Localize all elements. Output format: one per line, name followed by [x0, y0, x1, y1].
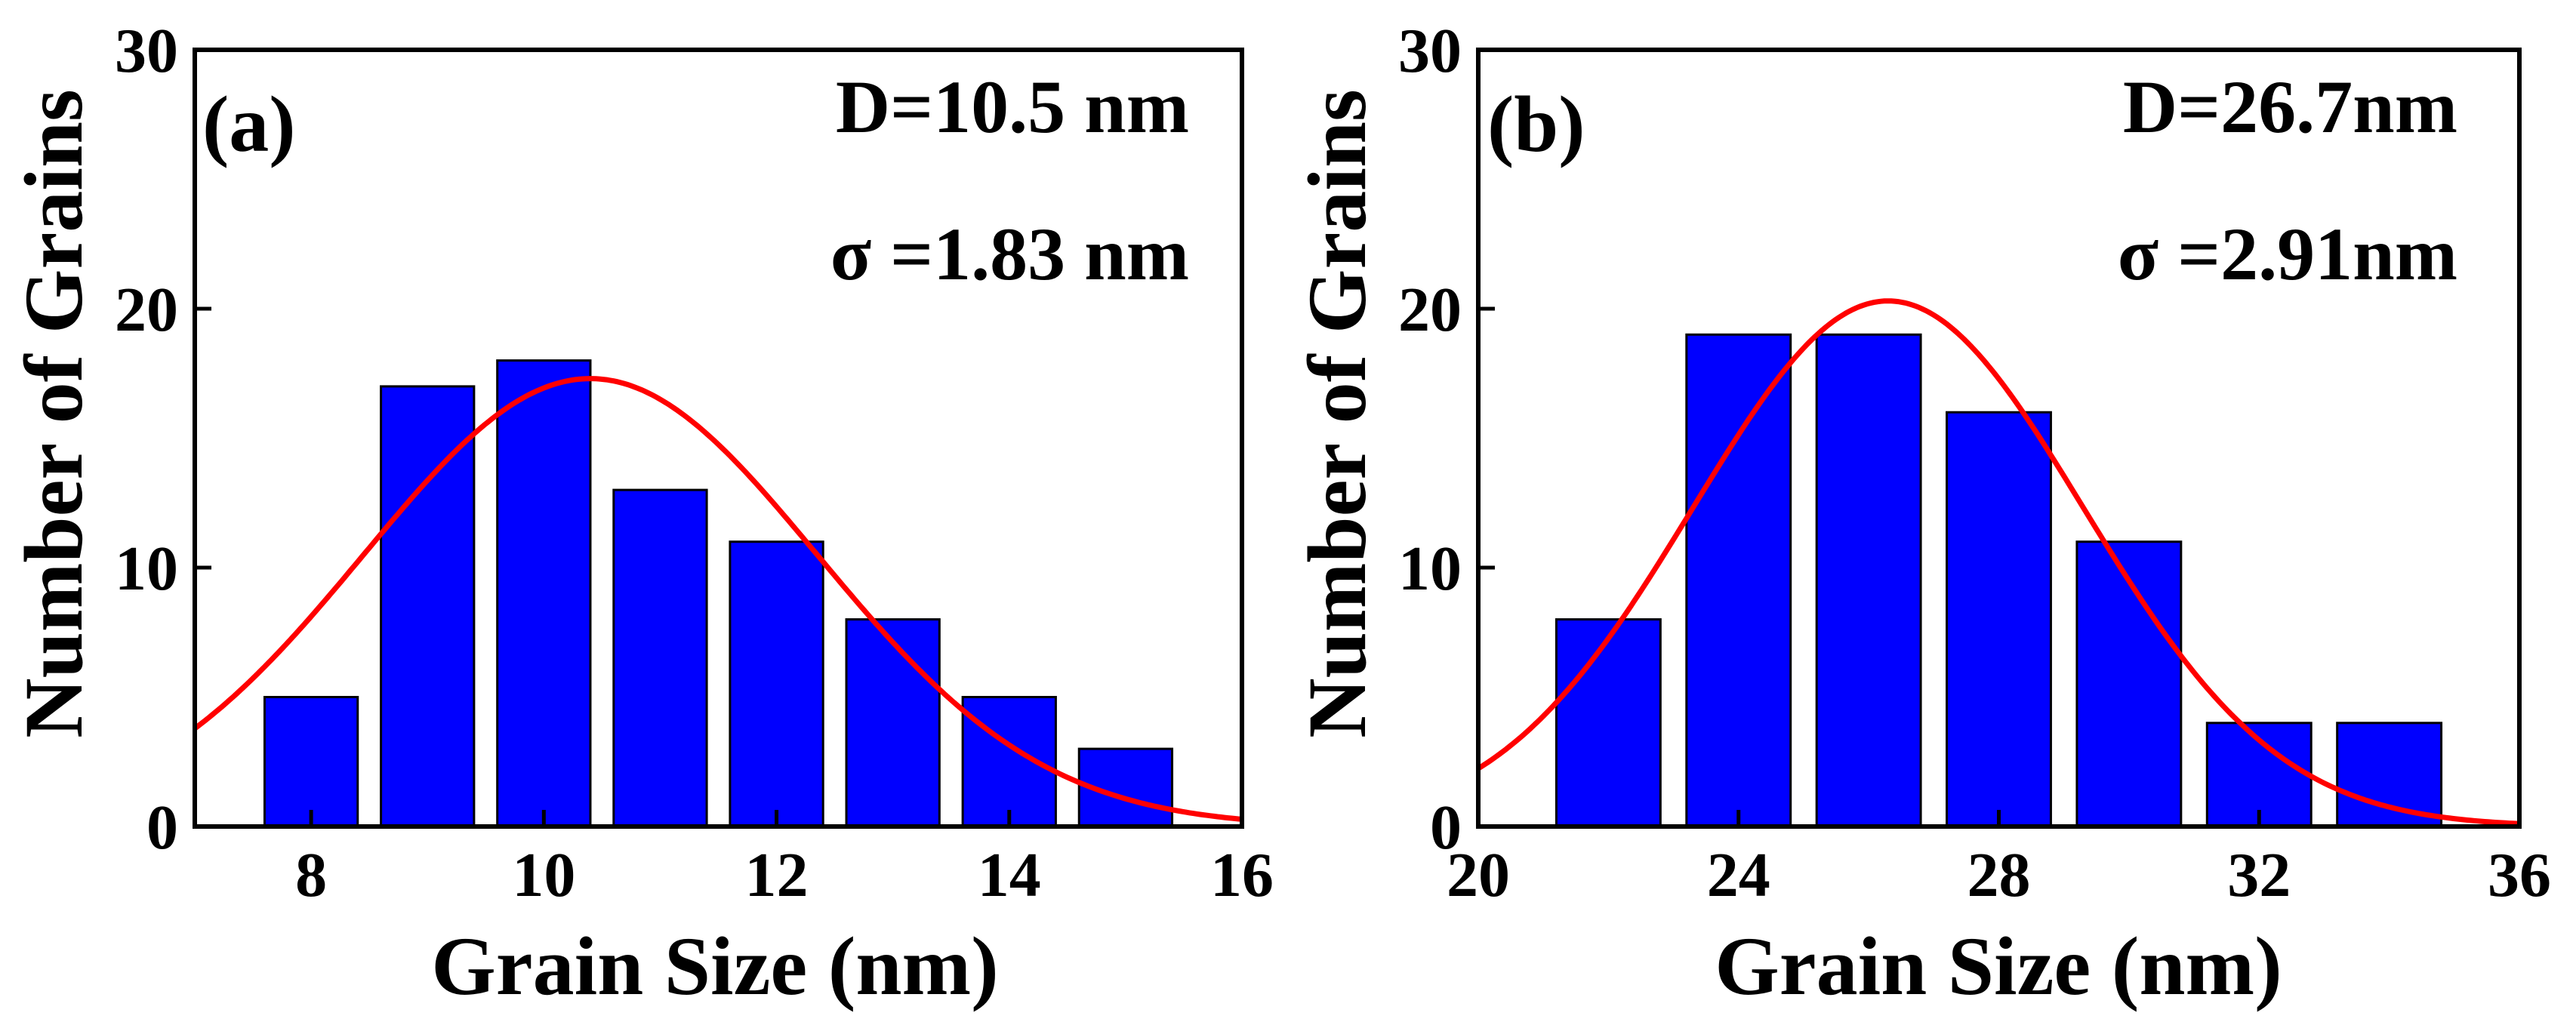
x-axis-ticks-b: 20 24 28 32 36 — [1447, 810, 2551, 910]
x-tick-label: 36 — [2488, 840, 2551, 910]
y-tick-label: 10 — [115, 534, 178, 604]
panel-a: 0 10 20 30 8 10 12 14 16 (a) D=10.5 nm σ =1.83 … — [8, 16, 1274, 1012]
panel-label-a: (a) — [202, 80, 296, 168]
y-tick-label: 0 — [1430, 793, 1462, 863]
y-tick-label: 10 — [1398, 534, 1462, 604]
bar — [2075, 540, 2183, 828]
x-tick-label: 14 — [978, 840, 1041, 910]
y-tick-label: 30 — [1398, 16, 1462, 86]
plot-frame-a — [193, 48, 1244, 829]
bar — [1946, 411, 2052, 828]
y-tick-label: 0 — [146, 793, 178, 863]
bars-a — [263, 359, 1174, 828]
bar — [496, 359, 592, 828]
x-axis-label-a: Grain Size (nm) — [431, 920, 999, 1012]
y-tick-label: 30 — [115, 16, 178, 86]
bar — [729, 540, 824, 828]
panel-label-b: (b) — [1487, 80, 1585, 168]
panel-b: 0 10 20 30 20 24 28 32 36 (b) D=26.7nm σ =2.91n… — [1291, 16, 2551, 1012]
x-tick-label: 16 — [1210, 840, 1274, 910]
x-tick-label: 12 — [745, 840, 809, 910]
mean-label-a: D=10.5 nm — [836, 65, 1189, 149]
bar — [1685, 333, 1792, 828]
bars-b — [1555, 333, 2443, 828]
x-axis-ticks-a: 8 10 12 14 16 — [295, 810, 1274, 910]
gaussian-fit-a — [193, 376, 1243, 822]
x-tick-label: 32 — [2227, 840, 2291, 910]
sigma-label-b: σ =2.91nm — [2118, 212, 2457, 296]
y-axis-ticks-b: 0 10 20 30 — [1398, 16, 1495, 863]
x-tick-label: 24 — [1707, 840, 1770, 910]
x-tick-label: 28 — [1967, 840, 2031, 910]
y-tick-label: 20 — [1398, 275, 1462, 345]
y-axis-ticks-a: 0 10 20 30 — [115, 16, 211, 863]
bar — [845, 618, 941, 828]
bar — [1555, 618, 1662, 828]
y-axis-label-a: Number of Grains — [8, 89, 100, 738]
y-tick-label: 20 — [115, 275, 178, 345]
bar — [263, 696, 359, 828]
x-axis-label-b: Grain Size (nm) — [1715, 920, 2282, 1012]
x-tick-label: 10 — [512, 840, 575, 910]
gaussian-fit-b — [1477, 298, 2520, 827]
y-axis-label-b: Number of Grains — [1291, 89, 1383, 738]
bar — [2336, 722, 2443, 828]
sigma-label-a: σ =1.83 nm — [830, 212, 1189, 296]
bar — [380, 385, 476, 828]
x-tick-label: 20 — [1447, 840, 1510, 910]
x-tick-label: 8 — [295, 840, 327, 910]
bar — [1815, 333, 1922, 828]
mean-label-b: D=26.7nm — [2123, 65, 2457, 149]
bar — [612, 488, 708, 828]
